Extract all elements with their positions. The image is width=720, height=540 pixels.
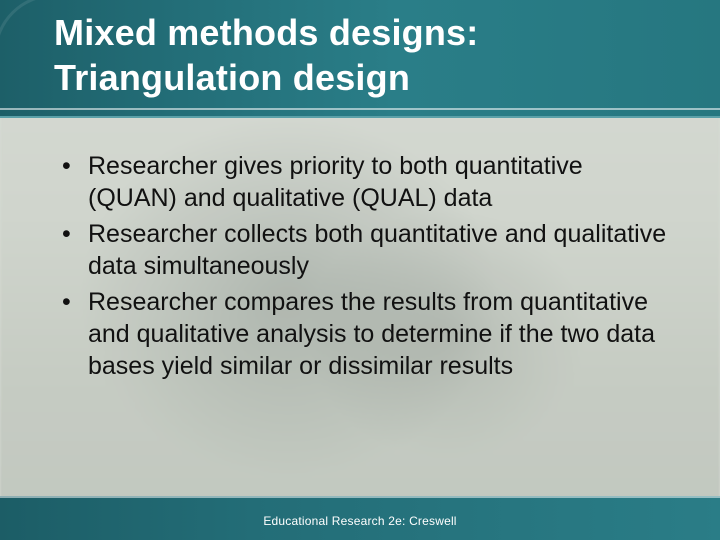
slide-title: Mixed methods designs: Triangulation des… [54, 10, 680, 100]
footer-text: Educational Research 2e: Creswell [0, 514, 720, 528]
bullet-item: Researcher compares the results from qua… [60, 286, 670, 382]
slide-body: Researcher gives priority to both quanti… [60, 150, 670, 386]
bullet-item: Researcher gives priority to both quanti… [60, 150, 670, 214]
slide: Mixed methods designs: Triangulation des… [0, 0, 720, 540]
title-bar: Mixed methods designs: Triangulation des… [0, 0, 720, 118]
title-underline [0, 108, 720, 110]
bullet-list: Researcher gives priority to both quanti… [60, 150, 670, 382]
footer-bar: Educational Research 2e: Creswell [0, 496, 720, 540]
bullet-item: Researcher collects both quantitative an… [60, 218, 670, 282]
